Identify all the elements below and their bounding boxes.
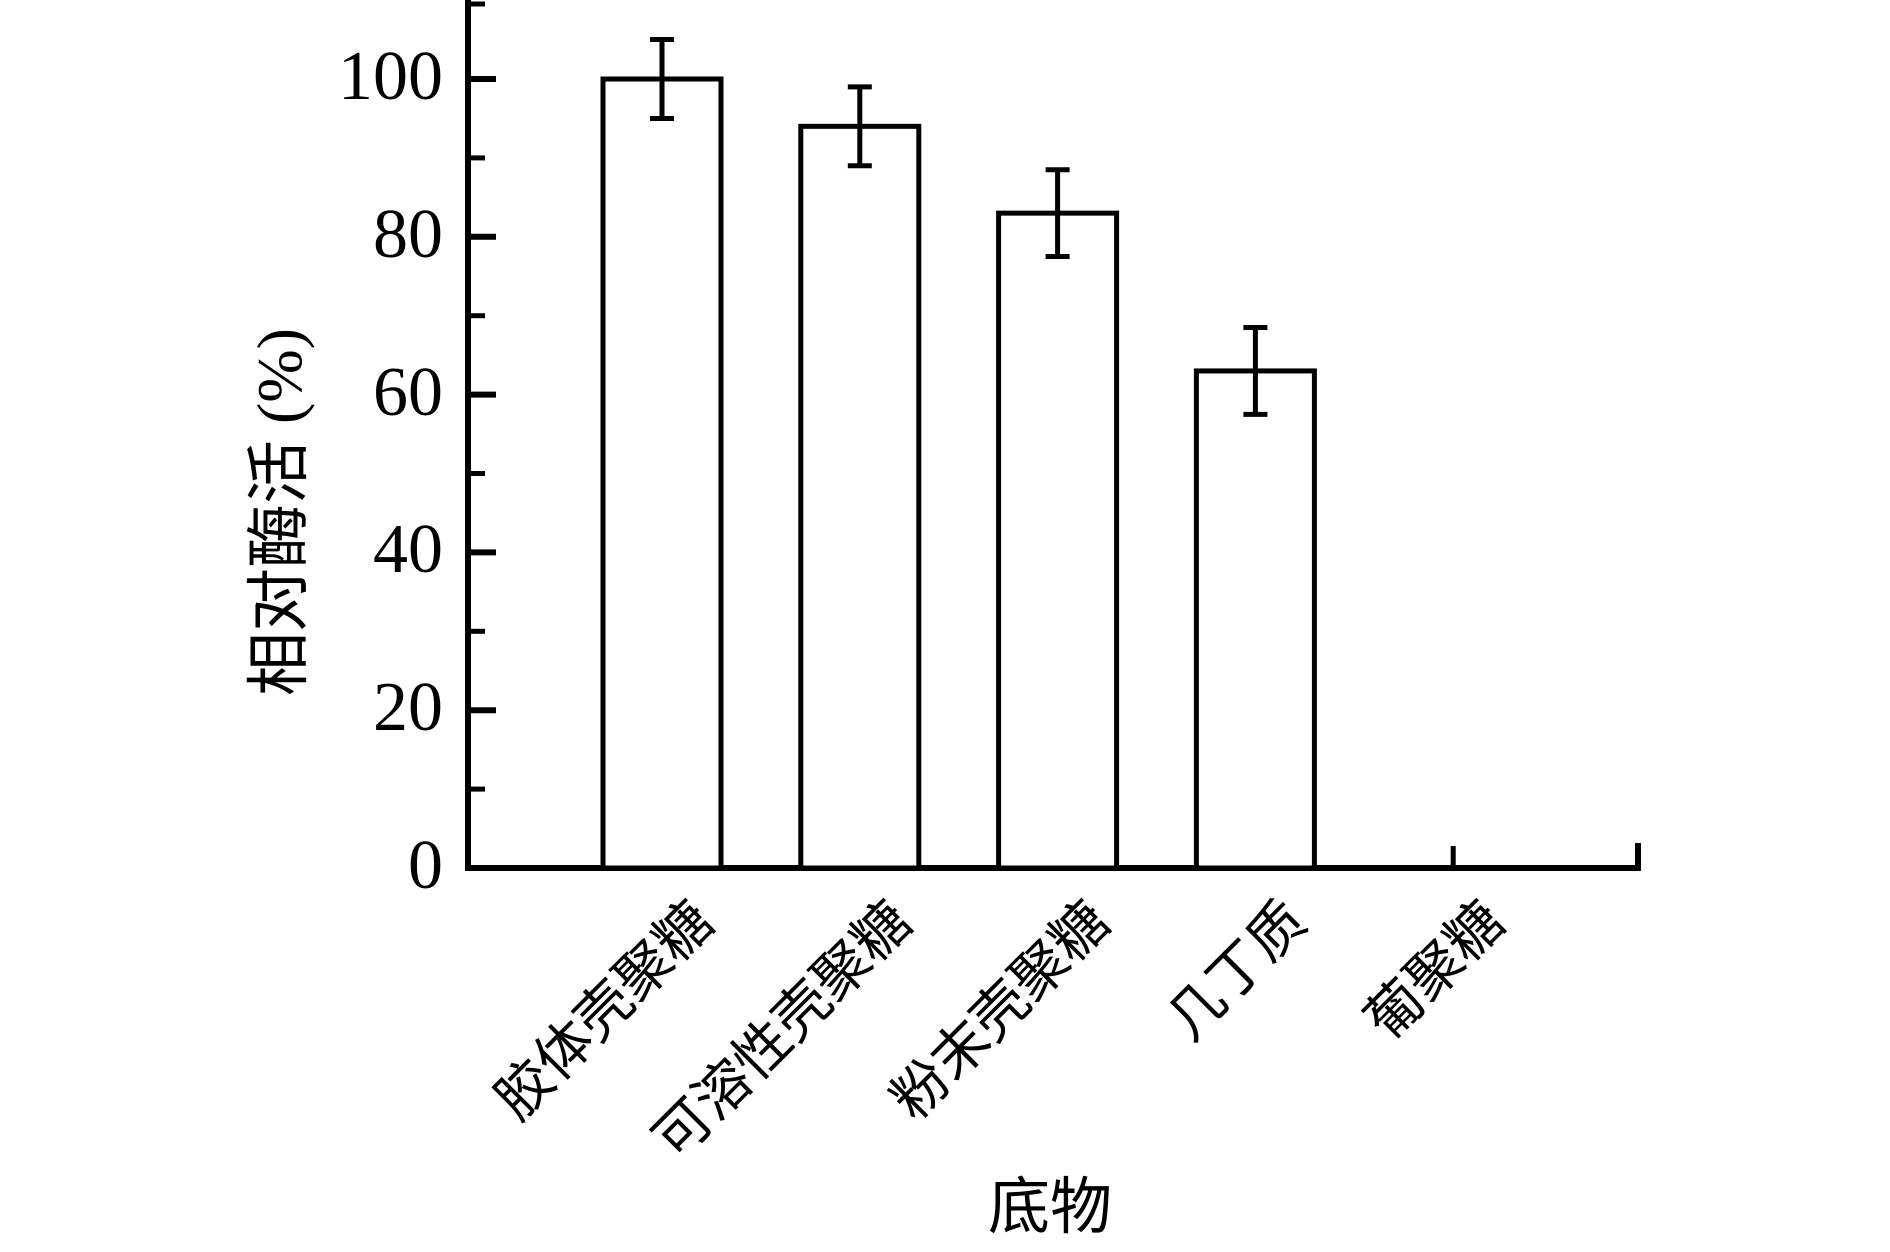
y-axis-title: 相对酶活 (%) — [244, 328, 315, 696]
y-tick-label: 80 — [373, 195, 443, 273]
error-bar — [650, 37, 674, 121]
bar — [798, 123, 922, 871]
y-tick-label: 60 — [373, 353, 443, 431]
error-bar — [1045, 167, 1070, 260]
y-tick-label: 20 — [373, 669, 443, 747]
error-bar — [1243, 325, 1268, 417]
y-tick-label: 0 — [408, 827, 443, 904]
y-tick-label: 40 — [373, 511, 443, 589]
bar — [1193, 368, 1317, 871]
y-tick-label: 100 — [338, 38, 443, 115]
error-bar — [847, 84, 872, 169]
bar — [600, 76, 724, 871]
bar — [996, 210, 1120, 871]
x-axis-title: 底物 — [987, 1174, 1113, 1242]
